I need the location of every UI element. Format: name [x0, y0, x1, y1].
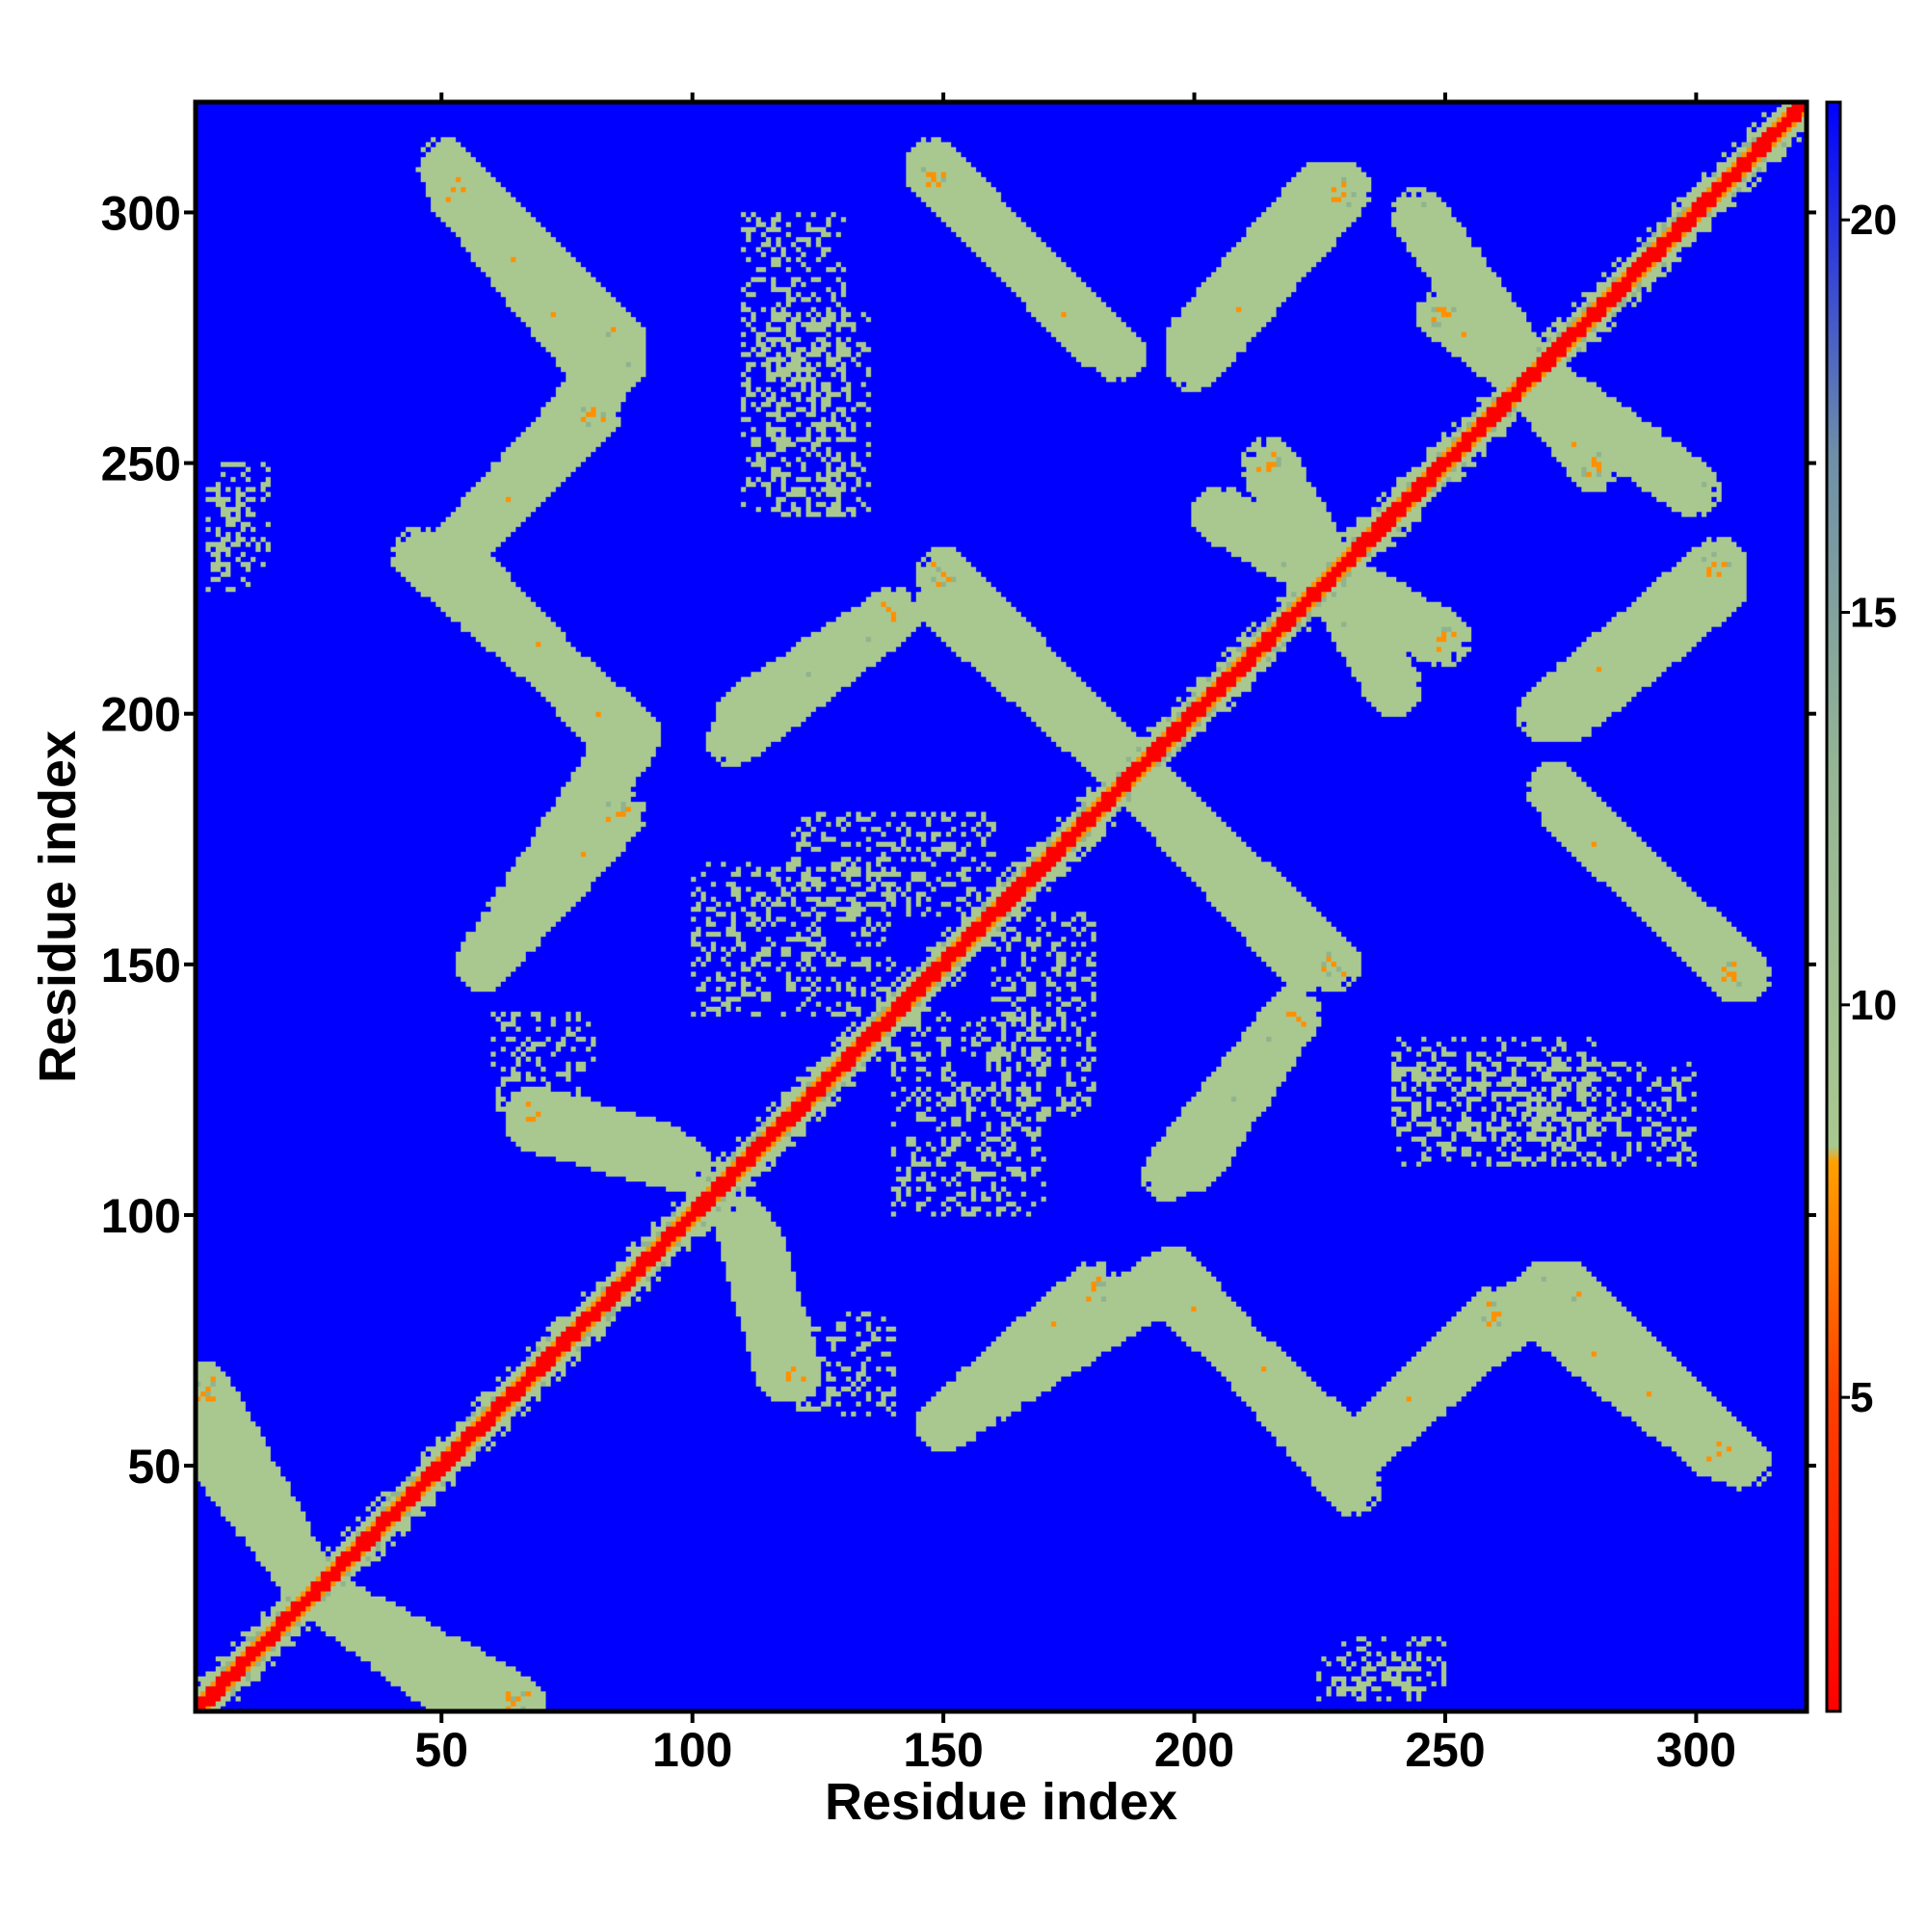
x-axis-ticks: 50 100 150 200 250 300	[414, 93, 1736, 1777]
y-tick-label: 300	[101, 186, 181, 240]
colorbar-tick-label: 5	[1850, 1374, 1873, 1421]
y-axis-title: Residue index	[29, 730, 87, 1083]
plot-frame	[193, 99, 1809, 1714]
x-tick-label: 200	[1154, 1723, 1234, 1777]
y-tick-label: 200	[101, 688, 181, 742]
colorbar: 5 10 15 20	[1807, 100, 1897, 1713]
heatmap-image	[196, 102, 1807, 1711]
colorbar-gradient	[1825, 100, 1842, 1713]
y-tick-label: 50	[127, 1440, 181, 1494]
y-axis-ticks: 50 100 150 200 250 300	[101, 186, 196, 1494]
colorbar-tick-label: 15	[1850, 590, 1897, 637]
x-axis-title: Residue index	[825, 1773, 1177, 1831]
y-tick-label: 250	[101, 437, 181, 491]
colorbar-tick-label: 10	[1850, 982, 1897, 1029]
y-tick-label: 100	[101, 1189, 181, 1243]
y-tick-label: 150	[101, 939, 181, 992]
x-tick-label: 50	[414, 1723, 468, 1777]
x-tick-label: 100	[652, 1723, 732, 1777]
x-tick-label: 150	[903, 1723, 983, 1777]
x-tick-label: 250	[1405, 1723, 1485, 1777]
heatmap-layer	[196, 102, 1807, 1711]
colorbar-tick-label: 20	[1850, 197, 1897, 244]
x-tick-label: 300	[1656, 1723, 1736, 1777]
